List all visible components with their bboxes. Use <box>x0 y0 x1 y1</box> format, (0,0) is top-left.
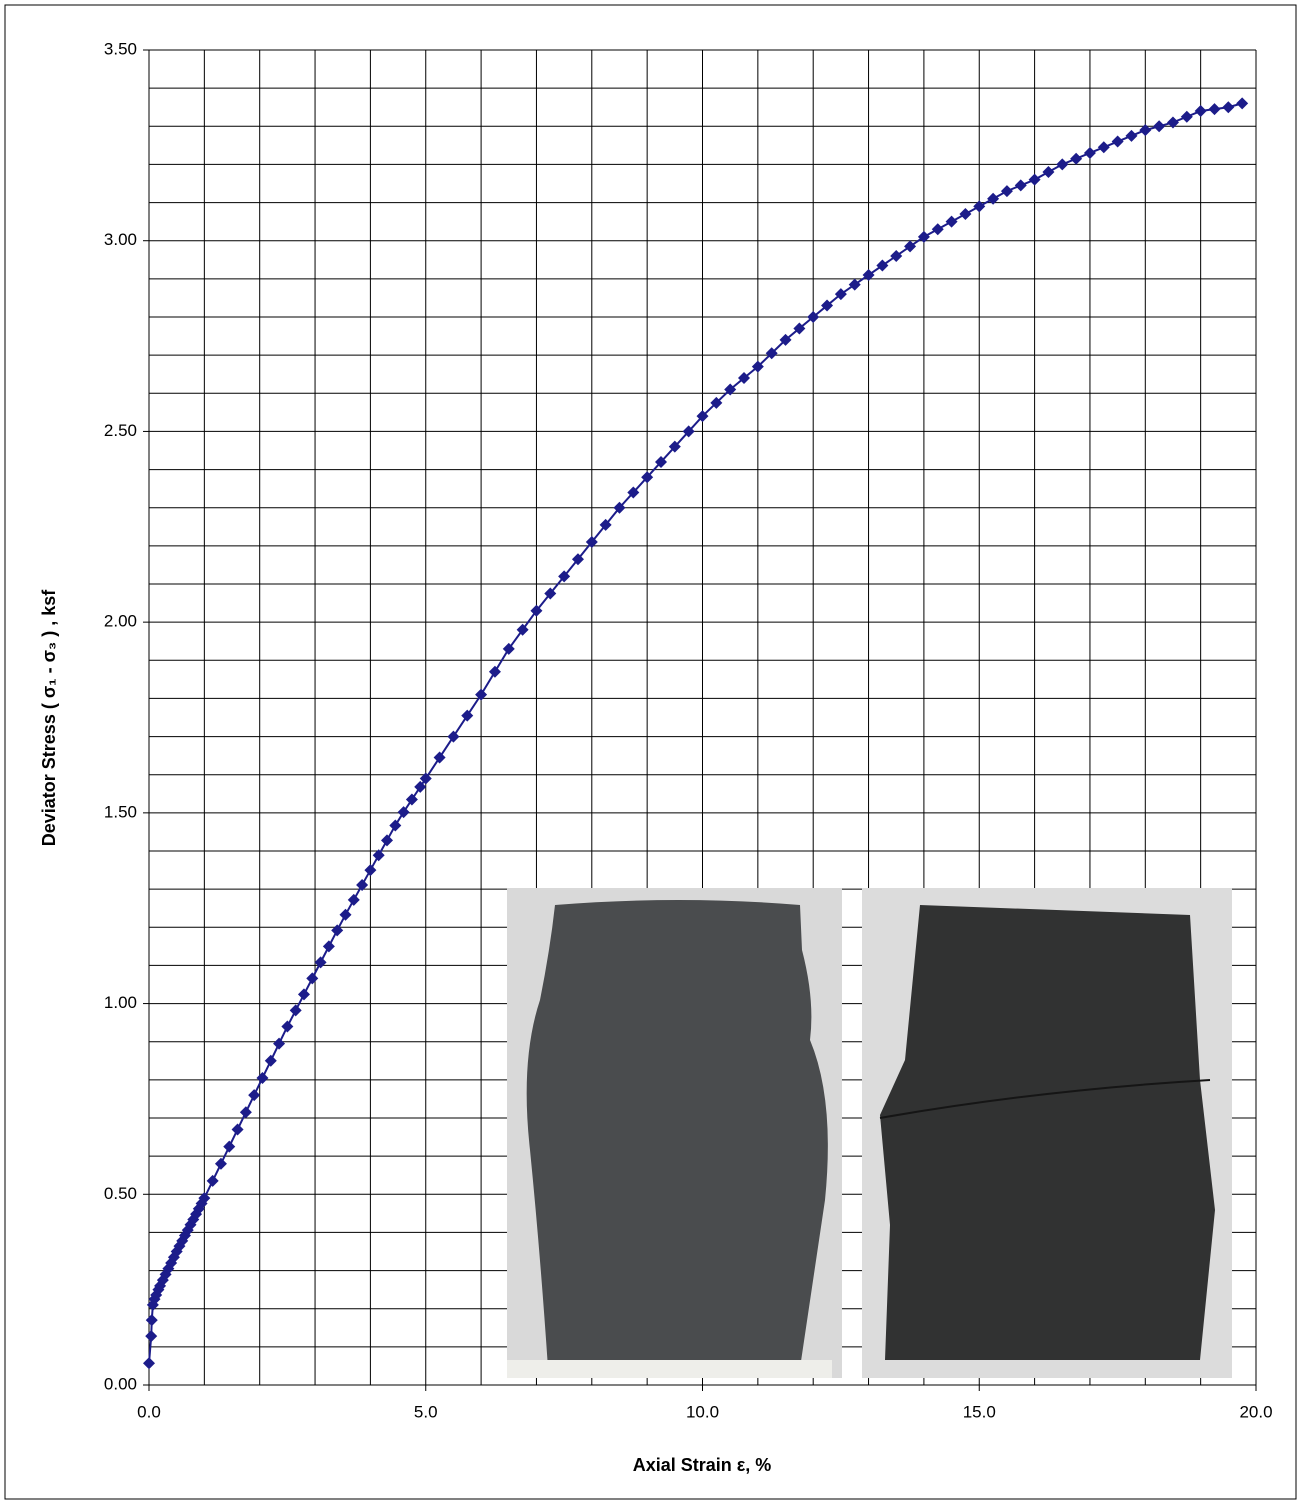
chart: Axial Strain ε, % Deviator Stress ( σ₁ -… <box>0 0 1302 1505</box>
x-axis-title: Axial Strain ε, % <box>633 1455 772 1475</box>
y-tick-label: 3.00 <box>104 230 137 249</box>
y-tick-label: 1.00 <box>104 993 137 1012</box>
y-tick-label: 3.50 <box>104 39 137 58</box>
x-tick-label: 20.0 <box>1239 1402 1272 1421</box>
x-tick-label: 15.0 <box>963 1402 996 1421</box>
y-axis-title: Deviator Stress ( σ₁ - σ₃ ) , ksf <box>39 589 59 846</box>
x-tick-label: 5.0 <box>414 1402 438 1421</box>
specimen-left <box>527 900 828 1368</box>
specimen-photos <box>507 888 1232 1378</box>
y-tick-label: 2.00 <box>104 612 137 631</box>
y-tick-label: 2.50 <box>104 421 137 440</box>
y-tick-label: 1.50 <box>104 802 137 821</box>
specimen-right <box>880 905 1215 1360</box>
y-tick-label: 0.50 <box>104 1184 137 1203</box>
photo-left-base <box>507 1360 832 1378</box>
x-tick-label: 0.0 <box>137 1402 161 1421</box>
x-tick-label: 10.0 <box>686 1402 719 1421</box>
y-tick-label: 0.00 <box>104 1374 137 1393</box>
